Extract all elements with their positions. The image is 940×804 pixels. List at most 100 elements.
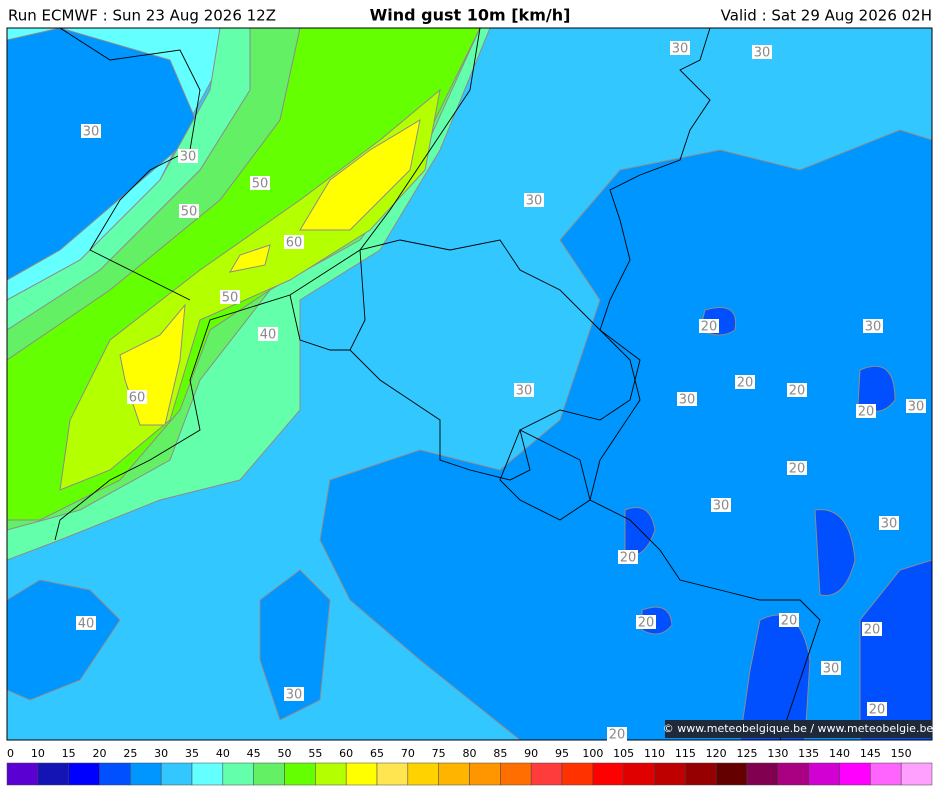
contour-label: 30 <box>865 320 882 335</box>
contour-label: 30 <box>713 499 730 514</box>
field-60 <box>229 244 271 273</box>
contour-label-box <box>879 516 899 530</box>
field-20 <box>814 509 856 597</box>
map-title: Wind gust 10m [km/h] <box>370 6 571 25</box>
contour-label: 20 <box>789 384 806 399</box>
contour-label: 20 <box>609 728 626 743</box>
coastline <box>59 28 201 301</box>
field-60 <box>299 118 421 231</box>
scale-label: 120 <box>706 747 727 760</box>
contour-label: 50 <box>252 177 269 192</box>
scale-label: 20 <box>93 747 107 760</box>
scale-label: 45 <box>247 747 261 760</box>
scale-label: 15 <box>62 747 76 760</box>
contour-label: 30 <box>83 125 100 140</box>
contour-label-box <box>906 399 926 413</box>
contour-label: 50 <box>222 291 239 306</box>
contour-label: 20 <box>737 376 754 391</box>
valid-label: Valid : Sat 29 Aug 2026 02H <box>721 7 932 25</box>
contour-label-box <box>636 615 656 629</box>
field-25 <box>7 28 201 281</box>
scale-swatch <box>654 762 686 786</box>
scale-label: 115 <box>675 747 696 760</box>
scale-swatch <box>870 762 902 786</box>
scale-label: 25 <box>123 747 137 760</box>
contour-label-box <box>787 461 807 475</box>
contour-label-box <box>618 550 638 564</box>
contour-label-box <box>220 290 240 304</box>
scale-swatch <box>530 762 563 786</box>
scale-swatch <box>222 762 254 786</box>
contour-label-box <box>178 149 198 163</box>
scale-label: 30 <box>154 747 168 760</box>
contour-label: 30 <box>908 400 925 415</box>
contour-label-box <box>81 124 101 138</box>
scale-swatch <box>777 762 809 786</box>
scale-swatch <box>191 762 224 786</box>
scale-swatch <box>253 762 285 786</box>
scale-swatch <box>900 762 933 786</box>
scale-label: 50 <box>278 747 292 760</box>
scale-label: 125 <box>737 747 758 760</box>
scale-label: 60 <box>339 747 353 760</box>
scale-swatch <box>37 762 69 786</box>
scale-swatch <box>808 762 840 786</box>
contour-label: 20 <box>781 614 798 629</box>
contour-label-box <box>514 383 534 397</box>
contour-label-box <box>258 327 278 341</box>
contour-label: 30 <box>180 150 197 165</box>
scale-swatch <box>685 762 717 786</box>
scale-swatch <box>407 762 439 786</box>
contour-label-box <box>752 45 772 59</box>
contour-label: 30 <box>881 517 898 532</box>
run-label: Run ECMWF : Sun 23 Aug 2026 12Z <box>8 7 276 25</box>
scale-swatch <box>592 762 624 786</box>
scale-label: 55 <box>308 747 322 760</box>
contour-label: 20 <box>864 623 881 638</box>
contour-label: 30 <box>516 384 533 399</box>
contour-label-box <box>862 622 882 636</box>
scale-label: 145 <box>860 747 881 760</box>
scale-label: 85 <box>493 747 507 760</box>
field-25 <box>259 569 331 721</box>
contour-label-box <box>821 661 841 675</box>
credit: © www.meteobelgique.be / www.meteobelgie… <box>663 722 934 735</box>
contour-label: 30 <box>754 46 771 61</box>
contour-label-box <box>524 193 544 207</box>
contour-label: 60 <box>129 391 146 406</box>
scale-label: 100 <box>582 747 603 760</box>
scale-swatch <box>68 762 100 786</box>
contour-label-box <box>867 702 887 716</box>
contour-label: 50 <box>181 205 198 220</box>
scale-swatch <box>130 762 162 786</box>
scale-swatch <box>500 762 532 786</box>
contour-label-box <box>250 176 270 190</box>
scale-swatch <box>160 762 193 786</box>
border-luxembourg <box>499 429 591 521</box>
map-frame <box>6 27 933 741</box>
contour-label-box <box>284 687 304 701</box>
scale-label: 135 <box>798 747 819 760</box>
contour-label: 20 <box>701 320 718 335</box>
contour-label-box <box>711 498 731 512</box>
contour-label-box <box>677 392 697 406</box>
scale-label: 10 <box>31 747 45 760</box>
scale-label: 150 <box>891 747 912 760</box>
field-25 <box>319 129 932 740</box>
contour-label-box <box>699 319 719 333</box>
contour-label: 20 <box>620 551 637 566</box>
contour-label: 30 <box>526 194 543 209</box>
scale-label: 80 <box>463 747 477 760</box>
scale-swatch <box>284 762 316 786</box>
scale-swatch <box>438 762 470 786</box>
contour-label: 20 <box>858 405 875 420</box>
scale-label: 95 <box>555 747 569 760</box>
contour-label-box <box>670 41 690 55</box>
contour-label: 60 <box>286 236 303 251</box>
contour-label-box <box>127 390 147 404</box>
field-25 <box>7 579 121 701</box>
border-belgium <box>349 239 641 481</box>
contour-label: 30 <box>823 662 840 677</box>
contour-label-box <box>735 375 755 389</box>
